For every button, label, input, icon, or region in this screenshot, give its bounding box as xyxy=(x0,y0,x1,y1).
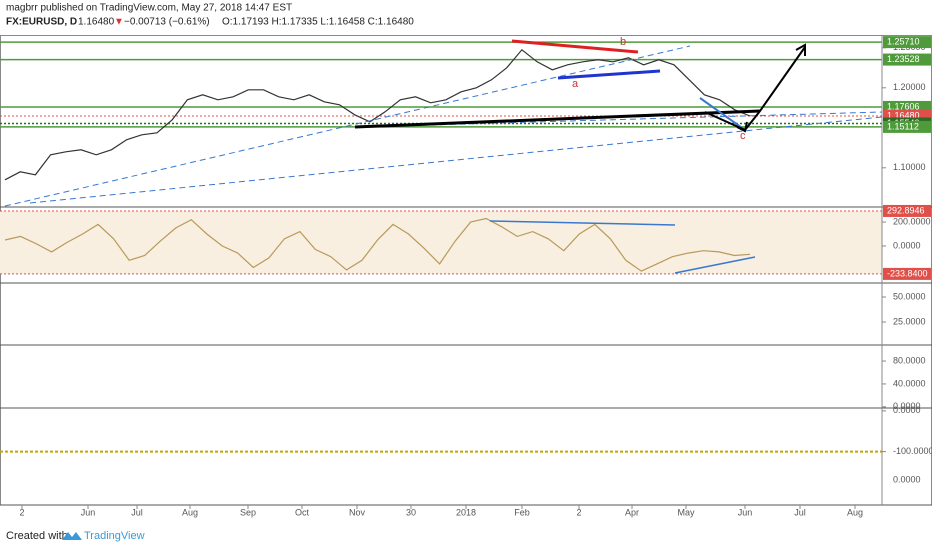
panes: 1.100001.200001.250001.257101.235281.176… xyxy=(0,35,932,506)
footer-bg xyxy=(0,522,932,550)
footer-brand: TradingView xyxy=(84,530,145,542)
x-tick-label: Jul xyxy=(131,507,143,517)
x-axis: 2 Jun Jul Aug Sep Oct Nov 30 2018 Feb 2 Apr May Jun Ju… xyxy=(19,505,863,517)
y-tick-label: 0.0000 xyxy=(893,405,921,415)
x-tick-label: Jun xyxy=(738,507,753,517)
y-tick-label: -100.0000 xyxy=(893,446,932,456)
x-tick-label: Sep xyxy=(240,507,256,517)
ohlc: O:1.17193 H:1.17335 L:1.16458 C:1.16480 xyxy=(222,17,414,28)
arrow-head xyxy=(795,43,806,56)
change: −0.00713 (−0.61%) xyxy=(124,17,210,28)
projection-arrow xyxy=(704,46,806,132)
dashed-trend xyxy=(359,111,883,128)
price-line xyxy=(4,48,751,181)
footer-created: Created with xyxy=(6,530,68,542)
y-tick-label: 0.0000 xyxy=(893,401,921,411)
level-label: 292.8946 xyxy=(887,205,925,215)
cci-trend xyxy=(489,220,676,226)
arrow: ▼ xyxy=(114,17,124,28)
dashed-trend xyxy=(4,45,691,207)
price-line xyxy=(4,217,751,272)
level-box xyxy=(883,120,931,133)
level-box xyxy=(883,204,931,217)
cci-trend xyxy=(674,256,756,274)
x-tick-label: 2018 xyxy=(456,507,476,517)
x-tick-label: Apr xyxy=(625,507,639,517)
y-tick-label: 80.0000 xyxy=(893,355,926,365)
y-tick-label: 200.0000 xyxy=(893,216,931,226)
level-box xyxy=(883,53,931,66)
x-tick-label: Oct xyxy=(295,507,310,517)
y-tick-label: 0.0000 xyxy=(893,474,921,484)
x-tick-label: Nov xyxy=(349,507,366,517)
level-label: 1.17606 xyxy=(887,101,920,111)
y-tick-label: 1.10000 xyxy=(893,162,926,172)
wedge-line xyxy=(699,97,746,131)
drawings: a b c xyxy=(4,36,883,274)
x-tick-label: Feb xyxy=(514,507,530,517)
wave-label: b xyxy=(620,36,626,48)
logo xyxy=(62,532,82,540)
last: 1.16480 xyxy=(78,17,115,28)
black-trend xyxy=(354,109,761,129)
level-box xyxy=(883,100,931,113)
y-tick-label: 40.0000 xyxy=(893,378,926,388)
level-label: 1.15112 xyxy=(887,121,919,131)
arrow-head xyxy=(736,121,748,133)
y-tick-label: 1.20000 xyxy=(893,82,926,92)
level-box xyxy=(883,267,931,280)
y-tick-label: 50.0000 xyxy=(893,291,926,301)
x-tick-label: 30 xyxy=(406,507,416,517)
x-tick-label: Jul xyxy=(794,507,806,517)
x-tick-label: May xyxy=(677,507,695,517)
x-tick-label: Aug xyxy=(182,507,198,517)
x-tick-label: 2 xyxy=(576,507,581,517)
x-tick-label: Aug xyxy=(847,507,863,517)
wave-label: a xyxy=(572,78,579,90)
symbol: FX:EURUSD, D xyxy=(6,17,77,28)
author: magbrr published on TradingView.com, May… xyxy=(6,3,292,14)
x-tick-label: 2 xyxy=(19,507,24,517)
level-label: 1.16480 xyxy=(887,110,920,120)
level-label: 1.25710 xyxy=(887,36,920,46)
y-tick-label: 0.0000 xyxy=(893,240,921,250)
x-tick-label: Jun xyxy=(81,507,96,517)
cci-band xyxy=(0,211,882,274)
level-label: 1.23528 xyxy=(887,54,920,64)
red-trend xyxy=(511,39,639,54)
level-box xyxy=(883,36,931,49)
y-tick-label: 25.0000 xyxy=(893,316,926,326)
level-label: -233.8400 xyxy=(887,268,928,278)
blue-trend xyxy=(557,69,661,80)
dashed-trend xyxy=(29,116,883,204)
wave-label: c xyxy=(740,130,746,142)
